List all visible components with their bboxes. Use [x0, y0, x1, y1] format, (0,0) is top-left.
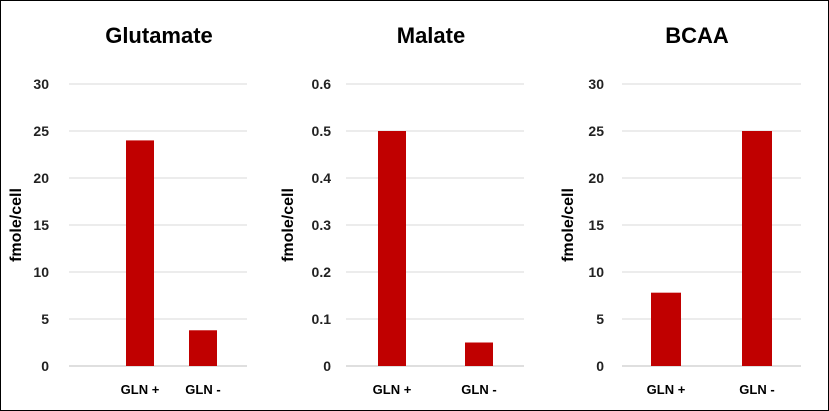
x-category-label: GLN +	[373, 382, 412, 397]
y-tick-label: 15	[588, 217, 604, 233]
y-axis-label: fmole/cell	[8, 188, 25, 262]
x-category-label: GLN -	[739, 382, 774, 397]
y-tick-label: 30	[588, 76, 604, 92]
y-tick-label: 0	[323, 358, 331, 374]
y-tick-label: 0.3	[312, 217, 332, 233]
bar-gln-minus	[189, 330, 217, 366]
y-tick-label: 5	[41, 311, 49, 327]
chart-title: BCAA	[665, 23, 729, 48]
bar-gln-plus	[378, 131, 406, 366]
y-tick-label: 0.1	[312, 311, 332, 327]
x-category-label: GLN +	[121, 382, 160, 397]
bar-gln-plus	[126, 140, 154, 366]
y-tick-label: 15	[33, 217, 49, 233]
y-tick-label: 0.5	[312, 123, 332, 139]
y-axis-label: fmole/cell	[560, 188, 577, 262]
x-category-label: GLN -	[185, 382, 220, 397]
x-category-label: GLN +	[647, 382, 686, 397]
chart-title: Malate	[397, 23, 465, 48]
y-tick-label: 0	[41, 358, 49, 374]
y-tick-label: 20	[588, 170, 604, 186]
bar-gln-plus	[651, 292, 681, 366]
y-tick-label: 20	[33, 170, 49, 186]
y-tick-label: 0.4	[312, 170, 332, 186]
chart-title: Glutamate	[105, 23, 213, 48]
y-tick-label: 0	[596, 358, 604, 374]
y-tick-label: 25	[588, 123, 604, 139]
y-tick-label: 10	[33, 264, 49, 280]
y-tick-label: 30	[33, 76, 49, 92]
y-axis-label: fmole/cell	[280, 188, 297, 262]
bar-gln-minus	[742, 131, 772, 366]
y-tick-label: 0.2	[312, 264, 332, 280]
y-tick-label: 0.6	[312, 76, 332, 92]
y-tick-label: 5	[596, 311, 604, 327]
y-tick-label: 25	[33, 123, 49, 139]
x-category-label: GLN -	[461, 382, 496, 397]
bar-gln-minus	[465, 342, 493, 366]
y-tick-label: 10	[588, 264, 604, 280]
